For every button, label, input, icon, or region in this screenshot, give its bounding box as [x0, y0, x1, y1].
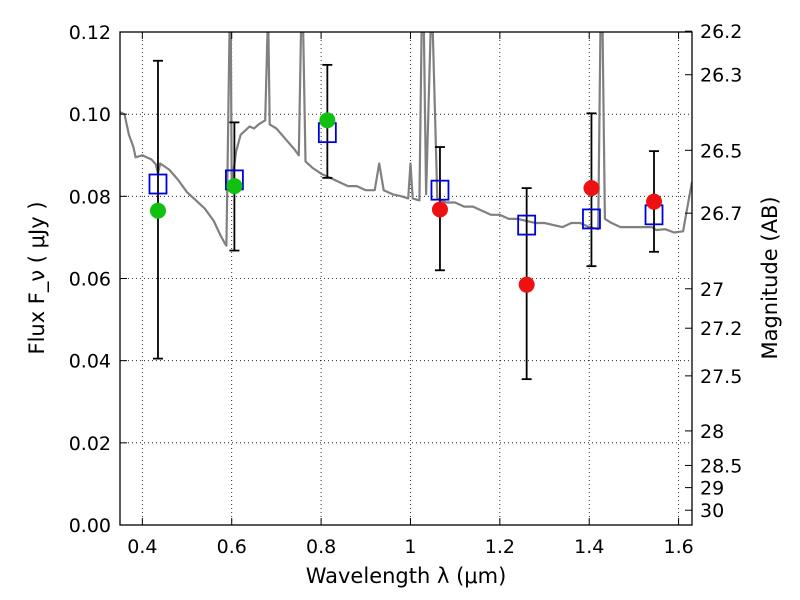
ticks: 0.4 0.6 0.8 1 1.2 1.4 1.6 0.00 0.02 0.04 0.06 0.08 0…: [69, 21, 743, 558]
magnitude-tick-label: 29: [700, 478, 724, 500]
x-tick-label: 1.4: [574, 536, 604, 558]
plot-area: [120, 32, 692, 381]
x-tick-label: 0.6: [217, 536, 247, 558]
magnitude-tick-label: 26.7: [700, 203, 742, 225]
green-data-point: [226, 178, 243, 195]
magnitude-tick-label: 26.2: [700, 21, 742, 43]
y-tick-label: 0.08: [69, 186, 111, 208]
red-data-point: [431, 201, 448, 218]
red-data-point: [583, 180, 600, 197]
x-tick-label: 1.6: [663, 536, 693, 558]
y-tick-label: 0.04: [69, 351, 111, 373]
green-data-point: [319, 112, 336, 129]
green-data-point: [149, 202, 166, 219]
x-tick-label: 1.2: [485, 536, 515, 558]
y-tick-label: 0.06: [69, 269, 111, 291]
magnitude-tick-label: 28: [700, 421, 724, 443]
model-flux-box: [517, 214, 537, 236]
y-axis-label: Flux F_ν ( μJy ): [25, 201, 50, 354]
magnitude-tick-label: 27: [700, 279, 724, 301]
x-tick-label: 0.4: [127, 536, 157, 558]
red-data-point: [518, 276, 535, 293]
magnitude-tick-label: 27.2: [700, 318, 742, 340]
y-tick-label: 0.10: [69, 104, 111, 126]
magnitude-tick-label: 26.5: [700, 140, 742, 162]
x-tick-label: 1: [404, 536, 416, 558]
magnitude-tick-label: 30: [700, 500, 724, 522]
x-axis-label: Wavelength λ (μm): [306, 564, 507, 588]
model-flux-box: [582, 208, 601, 230]
y-tick-label: 0.12: [69, 22, 111, 44]
red-data-point: [646, 193, 663, 210]
y-tick-label: 0.00: [69, 515, 111, 537]
x-tick-label: 0.8: [306, 536, 336, 558]
y-axis-right-label: Magnitude (AB): [758, 196, 782, 359]
model-flux-box: [148, 173, 168, 195]
model-flux-box: [430, 179, 450, 201]
magnitude-tick-label: 26.3: [700, 65, 742, 87]
magnitude-tick-label: 28.5: [700, 455, 742, 477]
y-tick-label: 0.02: [69, 433, 111, 455]
magnitude-tick-label: 27.5: [700, 366, 742, 388]
model-spectrum-line: [120, 32, 692, 247]
